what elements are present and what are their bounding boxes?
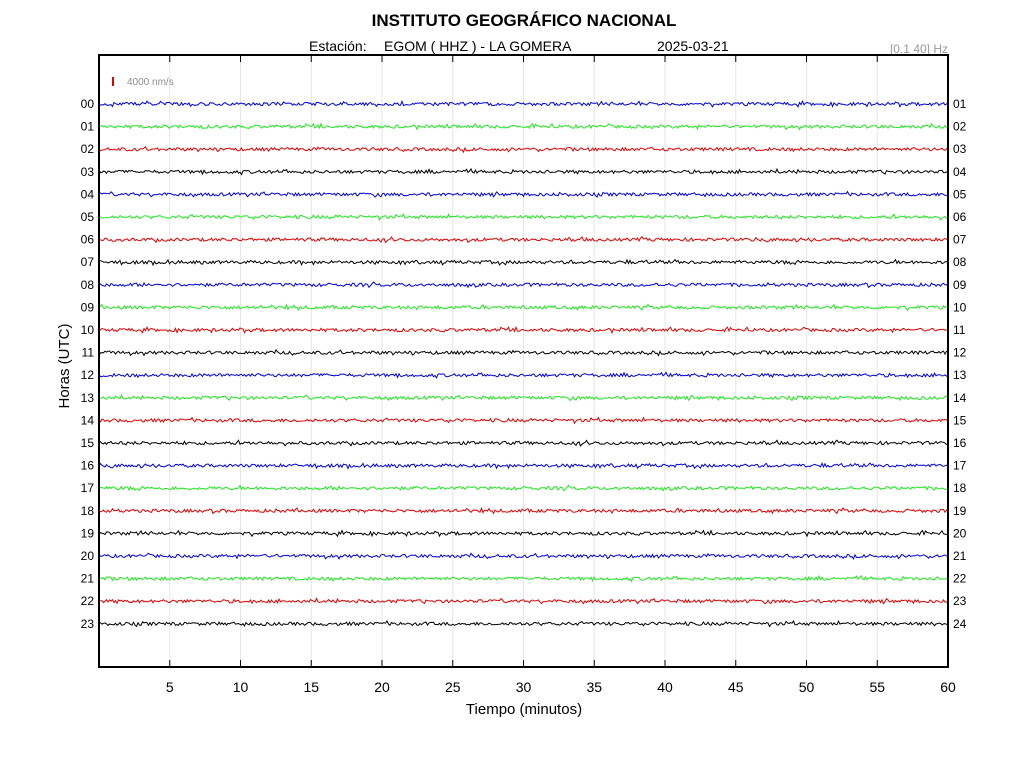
hour-label-left: 00 — [81, 97, 95, 111]
x-tick-label: 35 — [586, 679, 602, 695]
trace-hour-00 — [98, 99, 949, 108]
chart-title: INSTITUTO GEOGRÁFICO NACIONAL — [372, 11, 677, 30]
x-tick-label: 60 — [940, 679, 956, 695]
hour-label-left: 01 — [81, 120, 95, 134]
trace-hour-03 — [98, 167, 949, 176]
trace-hour-04 — [98, 190, 949, 198]
trace-hour-13 — [98, 393, 949, 402]
hour-label-left: 13 — [81, 391, 95, 405]
trace-hour-09 — [98, 303, 949, 312]
hour-label-left: 10 — [81, 323, 95, 337]
trace-hour-01 — [98, 122, 949, 131]
x-tick-label: 5 — [166, 679, 174, 695]
hour-label-right: 17 — [953, 459, 967, 473]
hour-label-left: 14 — [81, 413, 95, 427]
hour-label-right: 15 — [953, 413, 967, 427]
hour-label-left: 21 — [81, 572, 95, 586]
trace-hour-14 — [98, 416, 949, 425]
trace-hour-17 — [98, 484, 949, 492]
trace-hour-08 — [98, 281, 949, 289]
hour-label-left: 12 — [81, 368, 95, 382]
hour-label-right: 18 — [953, 481, 967, 495]
hour-label-right: 14 — [953, 391, 967, 405]
trace-hour-20 — [98, 552, 949, 561]
trace-hour-23 — [98, 619, 949, 628]
y-axis-label: Horas (UTC) — [56, 323, 73, 408]
hour-label-left: 20 — [81, 549, 95, 563]
hour-label-left: 08 — [81, 278, 95, 292]
vertical-grid — [169, 55, 949, 667]
hour-label-left: 18 — [81, 504, 95, 518]
hour-traces — [98, 99, 949, 628]
hour-label-left: 09 — [81, 300, 95, 314]
trace-hour-11 — [98, 348, 949, 357]
hour-label-left: 05 — [81, 210, 95, 224]
hour-label-right: 21 — [953, 549, 967, 563]
plot-frame — [98, 54, 949, 668]
hour-label-right: 01 — [953, 97, 967, 111]
trace-hour-02 — [98, 146, 949, 154]
hour-label-right: 06 — [953, 210, 967, 224]
x-tick-label: 20 — [374, 679, 390, 695]
trace-hour-12 — [98, 371, 949, 379]
hour-label-right: 09 — [953, 278, 967, 292]
hour-label-left: 04 — [81, 187, 95, 201]
x-tick-label: 15 — [303, 679, 319, 695]
trace-hour-16 — [98, 462, 949, 470]
trace-hour-06 — [98, 235, 949, 244]
filter-band: [0.1 40] Hz — [890, 42, 948, 56]
hour-labels: 00 01 01 02 02 03 03 04 04 05 05 06 06 07 07 08 08 09 09 10… — [81, 97, 967, 631]
trace-hour-05 — [98, 213, 949, 221]
hour-label-right: 05 — [953, 187, 967, 201]
hour-label-left: 03 — [81, 165, 95, 179]
x-axis-label: Tiempo (minutos) — [466, 701, 582, 718]
hour-label-left: 15 — [81, 436, 95, 450]
hour-label-left: 07 — [81, 255, 95, 269]
trace-hour-15 — [98, 439, 948, 447]
hour-label-right: 11 — [953, 323, 966, 337]
hour-label-right: 22 — [953, 572, 967, 586]
x-tick-label: 45 — [728, 679, 744, 695]
hour-label-right: 13 — [953, 368, 967, 382]
x-axis-ticks: 5 10 15 20 25 30 35 40 45 50 55 60 — [166, 55, 956, 695]
x-tick-label: 25 — [445, 679, 461, 695]
hour-label-left: 02 — [81, 142, 95, 156]
trace-hour-22 — [98, 597, 949, 605]
scale-bar — [112, 77, 114, 86]
hour-label-right: 07 — [953, 233, 967, 247]
hour-label-right: 23 — [953, 594, 967, 608]
hour-label-right: 02 — [953, 120, 967, 134]
hour-label-right: 08 — [953, 255, 967, 269]
x-tick-label: 10 — [233, 679, 249, 695]
station-label: Estación: — [309, 38, 367, 54]
x-tick-label: 50 — [799, 679, 815, 695]
scale-bar-label: 4000 nm/s — [127, 77, 174, 88]
trace-hour-18 — [98, 506, 949, 515]
hour-label-left: 16 — [81, 459, 95, 473]
trace-hour-21 — [98, 574, 949, 583]
hour-label-right: 03 — [953, 142, 967, 156]
hour-label-right: 24 — [953, 617, 967, 631]
trace-hour-10 — [98, 325, 949, 334]
hour-label-right: 20 — [953, 526, 967, 540]
hour-label-right: 19 — [953, 504, 967, 518]
hour-label-right: 12 — [953, 346, 967, 360]
hour-label-right: 16 — [953, 436, 967, 450]
hour-label-left: 23 — [81, 617, 95, 631]
station-name: EGOM ( HHZ ) - LA GOMERA — [384, 38, 572, 54]
x-tick-label: 40 — [657, 679, 673, 695]
hour-label-right: 04 — [953, 165, 967, 179]
hour-label-left: 19 — [81, 526, 95, 540]
trace-hour-19 — [98, 529, 949, 538]
hour-label-left: 11 — [82, 346, 95, 360]
x-tick-label: 30 — [516, 679, 532, 695]
chart-date: 2025-03-21 — [657, 38, 729, 54]
hour-label-left: 06 — [81, 233, 95, 247]
trace-hour-07 — [98, 258, 949, 267]
hour-label-right: 10 — [953, 300, 967, 314]
x-tick-label: 55 — [869, 679, 885, 695]
hour-label-left: 22 — [81, 594, 95, 608]
hour-label-left: 17 — [81, 481, 95, 495]
